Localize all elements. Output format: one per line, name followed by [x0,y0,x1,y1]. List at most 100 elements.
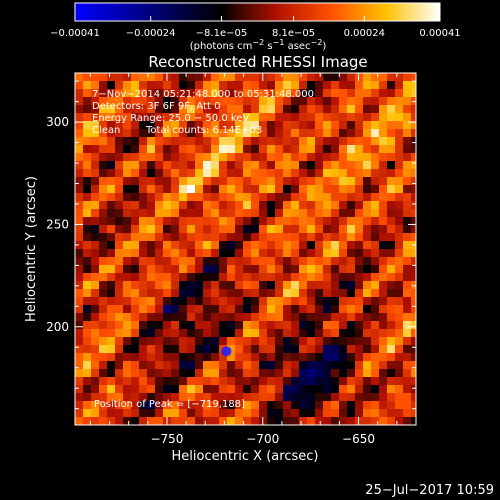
heatmap-cell [131,129,139,137]
heatmap-cell [283,225,291,233]
heatmap-cell [387,265,395,273]
heatmap-cell [203,97,211,105]
heatmap-cell [299,89,307,97]
heatmap-cell [139,233,147,241]
heatmap-cell [115,345,123,353]
heatmap-cell [83,129,91,137]
heatmap-cell [155,305,163,313]
heatmap-cell [411,105,416,113]
heatmap-cell [339,321,347,329]
heatmap-cell [139,369,147,377]
heatmap-cell [275,361,283,369]
heatmap-cell [179,201,187,209]
heatmap-cell [371,225,379,233]
heatmap-cell [147,321,155,329]
heatmap-cell [283,321,291,329]
heatmap-cell [339,209,347,217]
heatmap-cell [267,265,275,273]
heatmap-cell [267,361,275,369]
heatmap-cell [147,273,155,281]
heatmap-cell [123,241,131,249]
heatmap-cell [75,401,83,409]
heatmap-cell [91,201,99,209]
heatmap-cell [115,313,123,321]
heatmap-cell [195,193,203,201]
heatmap-cell [403,321,411,329]
heatmap-cell [75,81,83,89]
heatmap-cell [227,225,235,233]
heatmap-cell [211,225,219,233]
heatmap-cell [195,73,203,81]
heatmap-cell [339,313,347,321]
heatmap-cell [99,353,107,361]
heatmap-cell [347,89,355,97]
heatmap-cell [347,145,355,153]
heatmap-cell [211,409,219,417]
heatmap-cell [99,289,107,297]
heatmap-cell [115,145,123,153]
heatmap-cell [227,305,235,313]
heatmap-cell [235,121,243,129]
heatmap-cell [227,289,235,297]
heatmap-cell [83,257,91,265]
heatmap-cell [171,385,179,393]
heatmap-cell [323,105,331,113]
heatmap-cell [179,377,187,385]
heatmap-cell [267,377,275,385]
heatmap-cell [395,369,403,377]
heatmap-cell [219,289,227,297]
heatmap-cell [379,113,387,121]
heatmap-cell [355,377,363,385]
heatmap-cell [91,321,99,329]
heatmap-cell [387,185,395,193]
heatmap-cell [107,225,115,233]
heatmap-cell [331,345,339,353]
heatmap-cell [363,281,371,289]
heatmap-cell [387,161,395,169]
heatmap-cell [91,225,99,233]
heatmap-cell [171,89,179,97]
heatmap-cell [283,73,291,81]
heatmap-cell [251,145,259,153]
heatmap-cell [139,345,147,353]
heatmap-cell [315,209,323,217]
heatmap-cell [83,233,91,241]
heatmap-cell [99,185,107,193]
heatmap-cell [355,193,363,201]
heatmap-cell [219,297,227,305]
heatmap-cell [387,105,395,113]
heatmap-cell [291,297,299,305]
heatmap-cell [291,209,299,217]
heatmap-cell [163,313,171,321]
heatmap-cell [315,233,323,241]
heatmap-cell [331,313,339,321]
heatmap-cell [227,369,235,377]
heatmap-cell [115,153,123,161]
heatmap-cell [155,329,163,337]
heatmap-cell [347,185,355,193]
heatmap-cell [243,137,251,145]
heatmap-cell [219,161,227,169]
heatmap-cell [355,121,363,129]
heatmap-cell [99,201,107,209]
heatmap-cell [387,345,395,353]
colorbar-gradient [74,2,441,22]
heatmap-cell [163,289,171,297]
heatmap-cell [235,417,243,425]
heatmap-cell [347,321,355,329]
heatmap-cell [131,97,139,105]
heatmap-cell [347,193,355,201]
heatmap-cell [123,137,131,145]
heatmap-cell [243,345,251,353]
heatmap-cell [115,193,123,201]
heatmap-cell [219,209,227,217]
heatmap-cell [147,249,155,257]
heatmap-cell [107,161,115,169]
heatmap-cell [107,369,115,377]
heatmap-cell [123,417,131,425]
heatmap-cell [331,81,339,89]
heatmap-cell [275,233,283,241]
heatmap-cell [83,153,91,161]
heatmap-cell [75,409,83,417]
heatmap-cell [155,129,163,137]
